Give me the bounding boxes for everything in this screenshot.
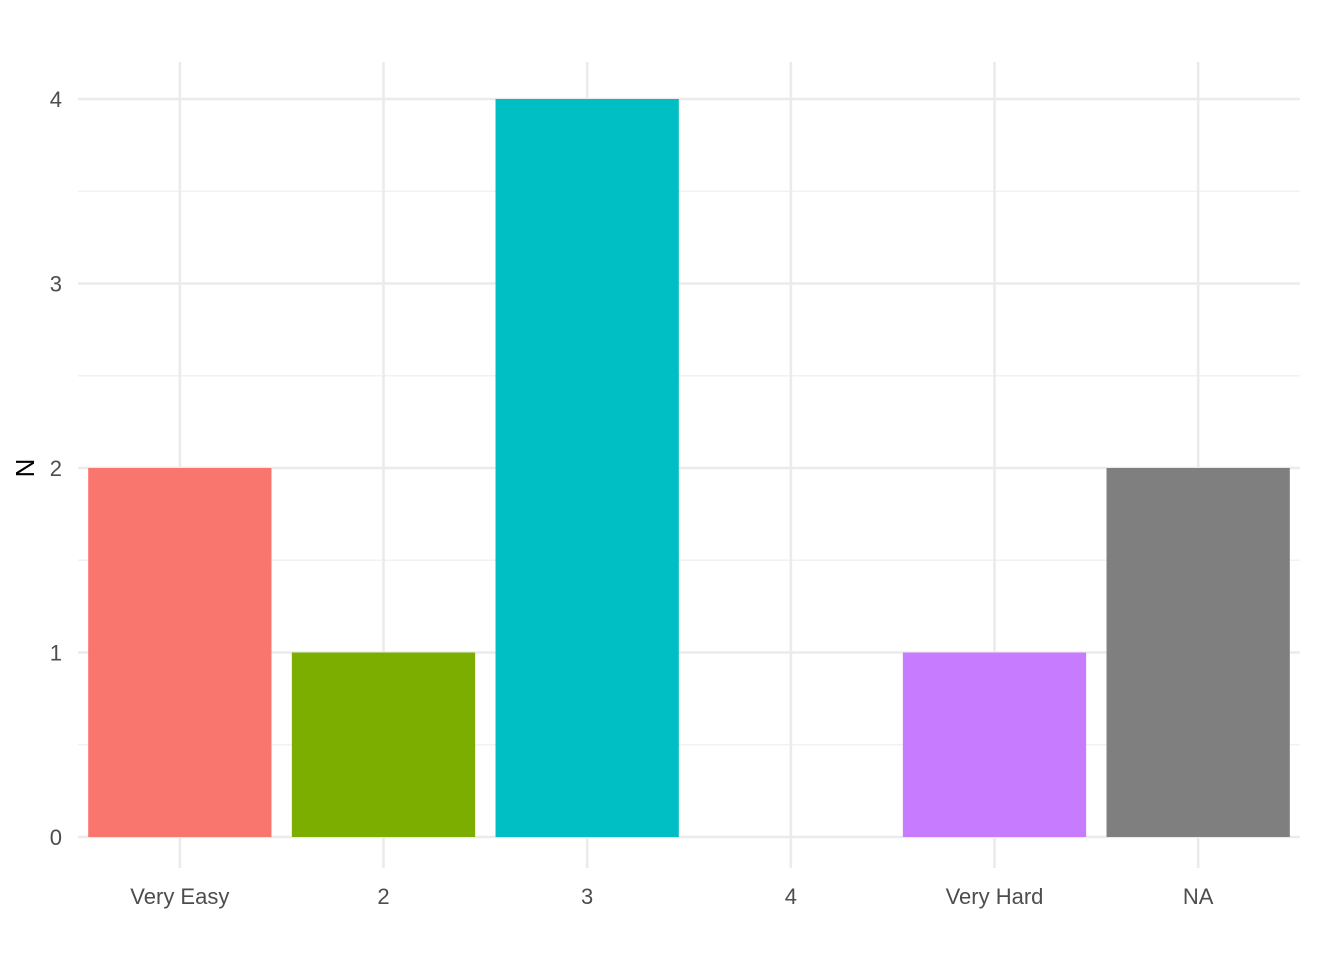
bar-very-hard [902,652,1087,837]
x-tick-label: Very Hard [946,884,1044,909]
bar-2 [291,652,476,837]
y-tick-label: 4 [50,87,62,112]
y-tick-label: 0 [50,825,62,850]
y-axis-title: N [10,459,40,478]
y-tick-label: 3 [50,272,62,297]
x-tick-label: 2 [377,884,389,909]
y-tick-label: 1 [50,641,62,666]
x-tick-label: 3 [581,884,593,909]
x-tick-label: 4 [785,884,797,909]
x-axis-ticks: Very Easy 2 3 4 Very Hard NA [130,884,1213,909]
bar-3 [495,99,679,837]
bar-na [1106,468,1290,837]
x-tick-label: Very Easy [130,884,229,909]
bar-very-easy [88,468,272,837]
y-axis-ticks: 0 1 2 3 4 [50,87,62,850]
x-tick-label: NA [1183,884,1214,909]
y-tick-label: 2 [50,456,62,481]
bars [88,99,1290,837]
